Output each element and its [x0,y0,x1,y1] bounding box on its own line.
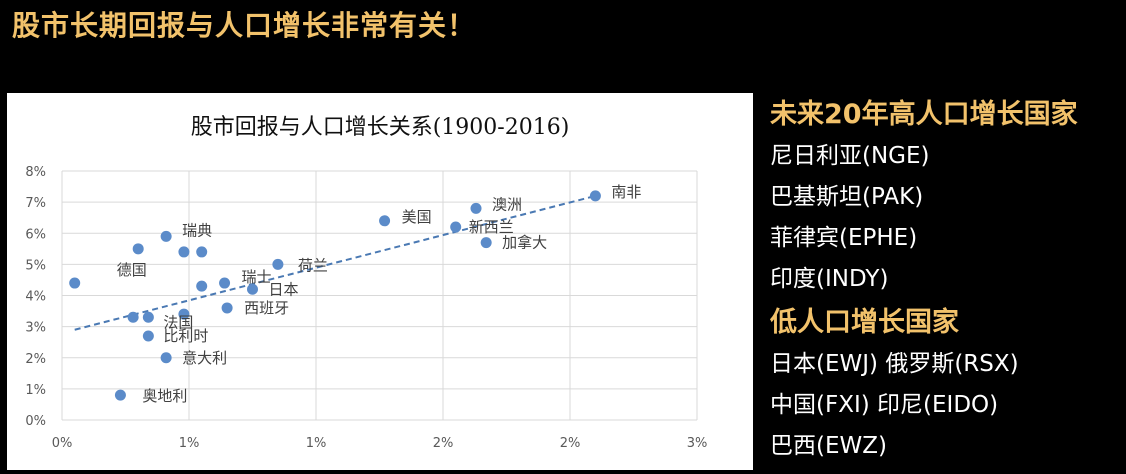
chart-points [69,190,601,401]
scatter-point [178,308,190,320]
scatter-point [480,237,492,249]
x-tick-label: 1% [179,436,200,451]
high-growth-heading: 未来20年高人口增长国家 [770,99,1078,130]
point-label: 德国 [117,261,147,279]
chart-title: 股市回报与人口增长关系(1900-2016) [191,115,570,140]
point-label: 荷兰 [298,256,328,274]
point-label: 新西兰 [469,218,514,236]
y-tick-label: 5% [25,258,46,273]
point-label: 加拿大 [502,234,547,252]
high-growth-item: 巴基斯坦(PAK) [770,184,924,210]
low-growth-item: 中国(FXI) 印尼(EIDO) [770,392,999,418]
point-label: 奥地利 [142,387,187,405]
chart-trendline [74,194,596,331]
scatter-chart: 股市回报与人口增长关系(1900-2016) 0% 1% 2% 3% 4% 5% 6% 7% 8… [25,115,707,451]
y-tick-label: 6% [25,227,46,242]
chart-gridlines [61,170,698,421]
scatter-point [196,280,208,292]
scatter-point [127,311,139,323]
page-headline: 股市长期回报与人口增长非常有关！ [12,9,477,42]
scatter-point [450,221,462,233]
x-tick-label: 2% [433,436,454,451]
y-tick-label: 1% [25,383,46,398]
point-label: 西班牙 [244,299,289,317]
point-label: 南非 [611,183,641,201]
y-tick-label: 8% [25,165,46,180]
y-tick-label: 3% [25,321,46,336]
scatter-point [69,277,81,289]
scatter-point [160,352,172,364]
point-label: 瑞典 [182,221,212,239]
scatter-point [160,230,172,242]
point-label: 比利时 [163,327,208,345]
point-label: 澳洲 [492,195,522,213]
x-tick-label: 1% [306,436,327,451]
point-label: 瑞士 [242,268,272,286]
point-label: 美国 [402,208,432,226]
trendline [74,194,596,331]
scatter-point [178,246,190,258]
low-growth-item: 日本(EWJ) 俄罗斯(RSX) [770,351,1019,377]
scatter-point [219,277,231,289]
scatter-chart-panel: 股市回报与人口增长关系(1900-2016) 0% 1% 2% 3% 4% 5% 6% 7% 8… [7,93,753,470]
chart-tick-labels: 0% 1% 2% 3% 4% 5% 6% 7% 8% 0% 1% 1% 2% 2% 3% [25,165,707,451]
point-label: 意大利 [182,349,227,367]
high-growth-item: 尼日利亚(NGE) [770,143,930,169]
scatter-point [132,243,144,255]
y-tick-label: 7% [25,196,46,211]
high-growth-item: 菲律宾(EPHE) [770,225,918,251]
scatter-point [470,202,482,214]
point-label: 法国 [163,313,193,331]
side-panel: 未来20年高人口增长国家 尼日利亚(NGE) 巴基斯坦(PAK) 菲律宾(EPH… [770,94,1120,467]
scatter-point [114,389,126,401]
scatter-point [379,215,391,227]
point-label: 日本 [269,280,299,298]
scatter-point [589,190,601,202]
y-tick-label: 2% [25,352,46,367]
low-growth-list: 日本(EWJ) 俄罗斯(RSX) 中国(FXI) 印尼(EIDO) 巴西(EWZ… [770,344,1120,467]
scatter-point [142,330,154,342]
scatter-point [142,311,154,323]
y-tick-label: 4% [25,290,46,305]
x-tick-label: 2% [560,436,581,451]
x-tick-label: 3% [687,436,708,451]
high-growth-list: 尼日利亚(NGE) 巴基斯坦(PAK) 菲律宾(EPHE) 印度(INDY) [770,136,1120,300]
high-growth-item: 印度(INDY) [770,266,889,292]
low-growth-item: 巴西(EWZ) [770,433,887,459]
scatter-point [272,258,284,270]
scatter-point [196,246,208,258]
scatter-point [221,302,233,314]
scatter-point [247,283,258,295]
low-growth-heading: 低人口增长国家 [770,307,959,338]
y-tick-label: 0% [25,414,46,429]
x-tick-label: 0% [52,436,73,451]
